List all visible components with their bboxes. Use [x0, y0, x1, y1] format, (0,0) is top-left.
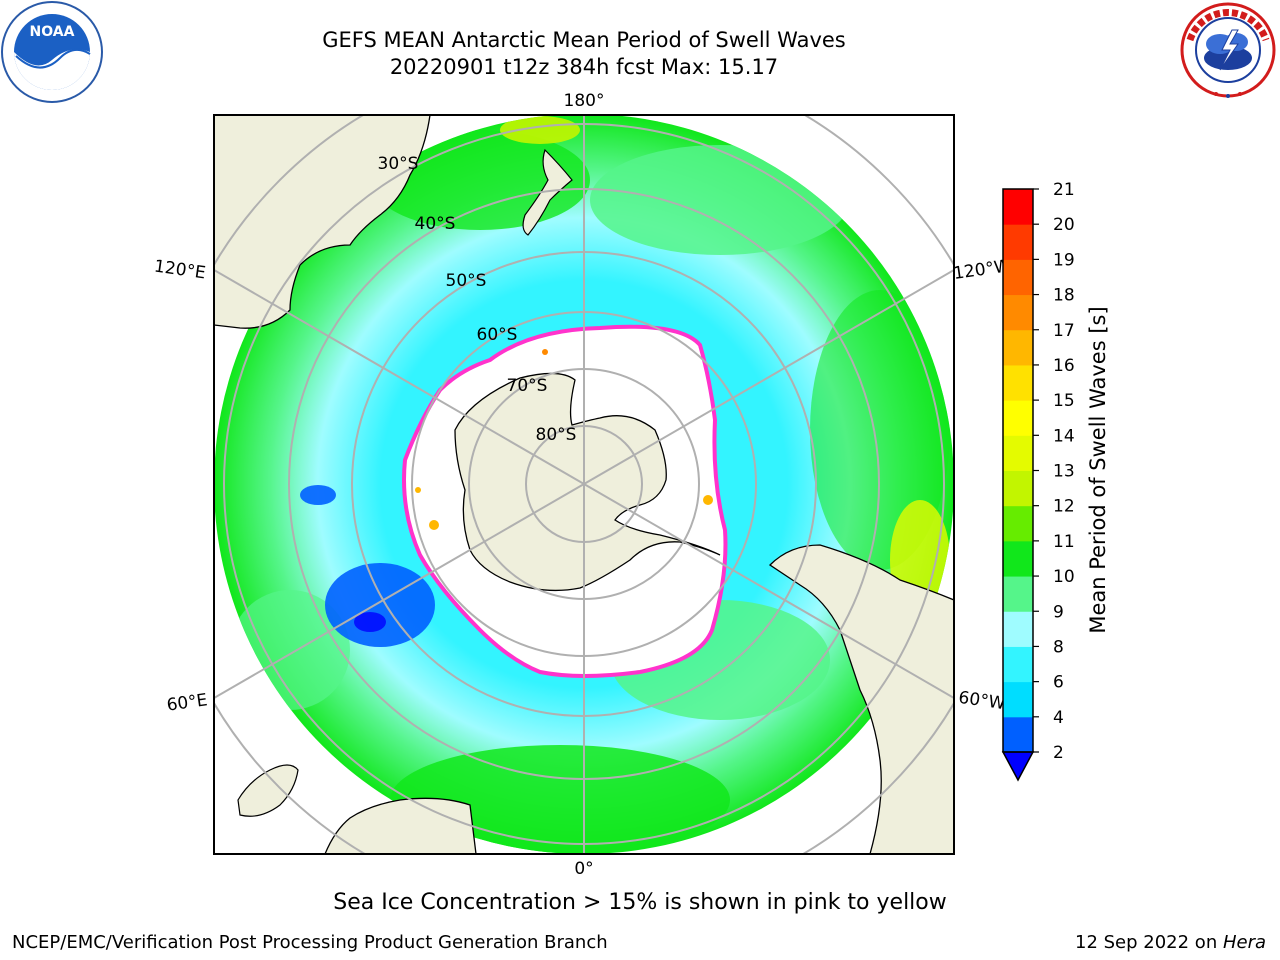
lat-label-60s: 60°S	[477, 325, 518, 345]
colorbar-tick-label: 10	[1053, 567, 1075, 587]
chart-subtitle: 20220901 t12z 384h fcst Max: 15.17	[389, 55, 779, 79]
colorbar-tick-label: 16	[1053, 356, 1075, 376]
lat-label-50s: 50°S	[446, 271, 487, 291]
colorbar-tick-label: 15	[1053, 391, 1075, 411]
colorbar-bin	[1003, 435, 1033, 471]
meridian-lines	[214, 115, 954, 854]
new-zealand-land	[522, 148, 573, 236]
colorbar-under-arrow	[1001, 751, 1035, 782]
colorbar-tick-label: 18	[1053, 286, 1075, 306]
colorbar-tick-label: 14	[1053, 426, 1075, 446]
colorbar-bin	[1003, 646, 1033, 683]
nws-logo	[1180, 2, 1276, 98]
lon-label-180: 180°	[564, 91, 605, 111]
colorbar-tick-label: 21	[1053, 180, 1075, 200]
australia-land	[214, 115, 431, 329]
colorbar-bin	[1003, 189, 1033, 225]
svg-text:NOAA: NOAA	[30, 24, 75, 40]
colorbar-bin	[1003, 294, 1033, 331]
colorbar-tick-label: 2	[1053, 743, 1064, 763]
lat-label-70s: 70°S	[507, 376, 548, 396]
lat-label-40s: 40°S	[415, 214, 456, 234]
colorbar-tick-label: 19	[1053, 250, 1075, 270]
footer-machine: Hera	[1222, 932, 1266, 953]
chart-title: GEFS MEAN Antarctic Mean Period of Swell…	[322, 28, 846, 52]
colorbar-tick-label: 11	[1053, 532, 1075, 552]
colorbar-bin	[1003, 364, 1033, 401]
lat-label-80s: 80°S	[536, 425, 577, 445]
footer-date: 12 Sep 2022 on Hera	[1075, 932, 1266, 953]
footer-date-text: 12 Sep 2022 on	[1075, 932, 1223, 953]
colorbar-tick-label: 20	[1053, 215, 1075, 235]
lon-label-60e: 60°E	[166, 690, 209, 715]
colorbar-bin	[1003, 576, 1033, 612]
colorbar-bin	[1003, 259, 1033, 296]
colorbar-tick-label: 13	[1053, 462, 1075, 482]
colorbar-tick-label: 8	[1053, 637, 1064, 657]
footer-credit: NCEP/EMC/Verification Post Processing Pr…	[12, 932, 608, 953]
colorbar-ticks: 2 4 6 8 9 10 11 12 13 14 15 16 17 18 19 20 21	[1033, 180, 1075, 763]
colorbar-bin	[1003, 540, 1033, 577]
lon-label-120e: 120°E	[153, 256, 207, 283]
colorbar-tick-label: 4	[1053, 708, 1064, 728]
lon-label-60w: 60°W	[957, 688, 1006, 714]
lat-label-30s: 30°S	[378, 154, 419, 174]
sea-ice-caption: Sea Ice Concentration > 15% is shown in …	[333, 890, 947, 915]
colorbar-bin	[1003, 224, 1033, 260]
colorbar-tick-label: 12	[1053, 497, 1075, 517]
colorbar-tick-label: 17	[1053, 321, 1075, 341]
lon-label-0: 0°	[574, 859, 593, 879]
colorbar-bin	[1003, 329, 1033, 366]
south-america-land	[768, 544, 954, 854]
colorbar-tick-label: 9	[1053, 602, 1064, 622]
map-frame	[213, 114, 955, 855]
colorbar-bin	[1003, 681, 1033, 718]
colorbar-bin	[1003, 716, 1033, 753]
colorbar-bin	[1003, 505, 1033, 542]
colorbar	[1003, 189, 1033, 753]
noaa-logo: NOAA	[1, 1, 103, 103]
colorbar-bin	[1003, 611, 1033, 647]
colorbar-bin	[1003, 400, 1033, 436]
colorbar-bin	[1003, 470, 1033, 507]
madagascar-land	[237, 764, 299, 817]
colorbar-label: Mean Period of Swell Waves [s]	[1086, 306, 1110, 633]
colorbar-tick-label: 6	[1053, 673, 1064, 693]
